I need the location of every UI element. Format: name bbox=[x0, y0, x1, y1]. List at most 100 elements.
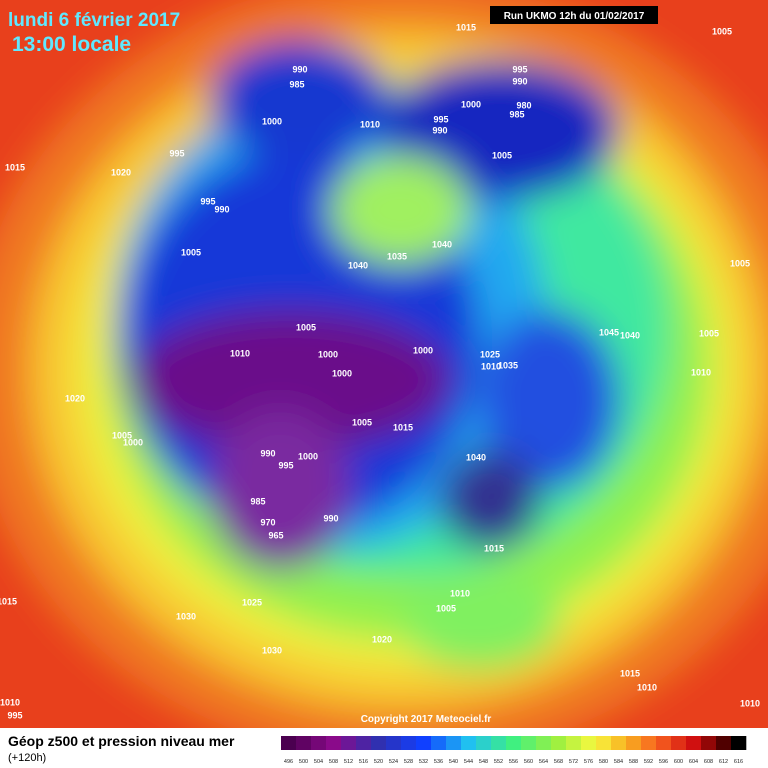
colorbar-swatch bbox=[731, 736, 747, 750]
copyright: Copyright 2017 Meteociel.fr bbox=[361, 714, 492, 725]
colorbar-label: 496 bbox=[284, 759, 293, 765]
date-label: lundi 6 février 2017 bbox=[8, 10, 180, 31]
isobar-label: 985 bbox=[250, 496, 265, 506]
colorbar-label: 592 bbox=[644, 759, 653, 765]
colorbar-swatch bbox=[281, 736, 297, 750]
colorbar-label: 552 bbox=[494, 759, 503, 765]
isobar-label: 1025 bbox=[480, 349, 500, 359]
isobar-label: 1040 bbox=[466, 452, 486, 462]
isobar-label: 1000 bbox=[262, 116, 282, 126]
isobar-label: 1000 bbox=[123, 437, 143, 447]
isobar-label: 1015 bbox=[620, 668, 640, 678]
colorbar-swatch bbox=[641, 736, 657, 750]
colorbar-label: 616 bbox=[734, 759, 743, 765]
run-label: Run UKMO 12h du 01/02/2017 bbox=[504, 11, 645, 22]
colorbar-label: 556 bbox=[509, 759, 518, 765]
isobar-label: 1010 bbox=[740, 698, 760, 708]
isobar-label: 1040 bbox=[620, 330, 640, 340]
colorbar-label: 544 bbox=[464, 759, 473, 765]
colorbar-label: 508 bbox=[329, 759, 338, 765]
colorbar-swatch bbox=[521, 736, 537, 750]
isobar-label: 1000 bbox=[461, 99, 481, 109]
colorbar-label: 604 bbox=[689, 759, 698, 765]
isobar-label: 1030 bbox=[176, 611, 196, 621]
time-label: 13:00 locale bbox=[12, 33, 131, 56]
colorbar-swatch bbox=[566, 736, 582, 750]
colorbar-label: 560 bbox=[524, 759, 533, 765]
isobar-label: 1010 bbox=[691, 367, 711, 377]
isobar-label: 995 bbox=[7, 710, 22, 720]
isobar-label: 995 bbox=[200, 196, 215, 206]
isobar-label: 1000 bbox=[332, 368, 352, 378]
isobar-label: 995 bbox=[512, 64, 527, 74]
isobar-label: 1020 bbox=[111, 167, 131, 177]
isobar-label: 1010 bbox=[481, 361, 501, 371]
colorbar-label: 600 bbox=[674, 759, 683, 765]
colorbar-swatch bbox=[356, 736, 372, 750]
isobar-label: 1030 bbox=[262, 645, 282, 655]
isobar-label: 995 bbox=[433, 114, 448, 124]
colorbar-label: 612 bbox=[719, 759, 728, 765]
isobar-label: 990 bbox=[512, 76, 527, 86]
isobar-label: 1000 bbox=[298, 451, 318, 461]
isobar-label: 985 bbox=[289, 79, 304, 89]
colorbar-label: 500 bbox=[299, 759, 308, 765]
colorbar-label: 536 bbox=[434, 759, 443, 765]
colorbar-swatch bbox=[686, 736, 702, 750]
colorbar-swatch bbox=[431, 736, 447, 750]
isobar-label: 1040 bbox=[432, 239, 452, 249]
isobar-label: 1005 bbox=[730, 258, 750, 268]
colorbar-label: 596 bbox=[659, 759, 668, 765]
colorbar-swatch bbox=[491, 736, 507, 750]
isobar-label: 1010 bbox=[450, 588, 470, 598]
isobar-label: 1005 bbox=[296, 322, 316, 332]
colorbar-label: 568 bbox=[554, 759, 563, 765]
colorbar-swatch bbox=[446, 736, 462, 750]
colorbar-swatch bbox=[671, 736, 687, 750]
isobar-label: 1005 bbox=[492, 150, 512, 160]
colorbar-label: 580 bbox=[599, 759, 608, 765]
isobar-label: 1020 bbox=[372, 634, 392, 644]
isobar-label: 1015 bbox=[0, 596, 17, 606]
isobar-label: 1005 bbox=[112, 430, 132, 440]
colorbar-label: 540 bbox=[449, 759, 458, 765]
isobar-label: 1015 bbox=[456, 22, 476, 32]
colorbar-swatch bbox=[386, 736, 402, 750]
colorbar: 496 500 504 508 512 516 520 524 528 532 536 540 544 5… bbox=[281, 736, 747, 765]
colorbar-swatch bbox=[401, 736, 417, 750]
isobar-label: 1015 bbox=[5, 162, 25, 172]
isobar-label: 1045 bbox=[599, 327, 619, 337]
colorbar-swatch bbox=[656, 736, 672, 750]
isobar-label: 1025 bbox=[242, 597, 262, 607]
isobar-label: 990 bbox=[292, 64, 307, 74]
colorbar-swatch bbox=[596, 736, 612, 750]
isobar-label: 1035 bbox=[387, 251, 407, 261]
colorbar-swatch bbox=[551, 736, 567, 750]
colorbar-swatch bbox=[326, 736, 342, 750]
isobar-label: 1035 bbox=[498, 360, 518, 370]
isobar-label: 995 bbox=[169, 148, 184, 158]
colorbar-swatch bbox=[581, 736, 597, 750]
isobar-label: 995 bbox=[278, 460, 293, 470]
colorbar-swatch bbox=[461, 736, 477, 750]
colorbar-label: 528 bbox=[404, 759, 413, 765]
colorbar-label: 548 bbox=[479, 759, 488, 765]
colorbar-swatch bbox=[416, 736, 432, 750]
colorbar-label: 608 bbox=[704, 759, 713, 765]
colorbar-label: 520 bbox=[374, 759, 383, 765]
colorbar-swatch bbox=[371, 736, 387, 750]
colorbar-label: 564 bbox=[539, 759, 548, 765]
colorbar-label: 532 bbox=[419, 759, 428, 765]
colorbar-label: 584 bbox=[614, 759, 623, 765]
isobar-label: 1010 bbox=[637, 682, 657, 692]
colorbar-swatch bbox=[611, 736, 627, 750]
isobar-label: 990 bbox=[323, 513, 338, 523]
isobar-label: 1005 bbox=[712, 26, 732, 36]
isobar-label: 990 bbox=[260, 448, 275, 458]
isobar-label: 985 bbox=[509, 109, 524, 119]
isobar-label: 1020 bbox=[65, 393, 85, 403]
colorbar-swatch bbox=[476, 736, 492, 750]
isobar-label: 1010 bbox=[0, 697, 20, 707]
